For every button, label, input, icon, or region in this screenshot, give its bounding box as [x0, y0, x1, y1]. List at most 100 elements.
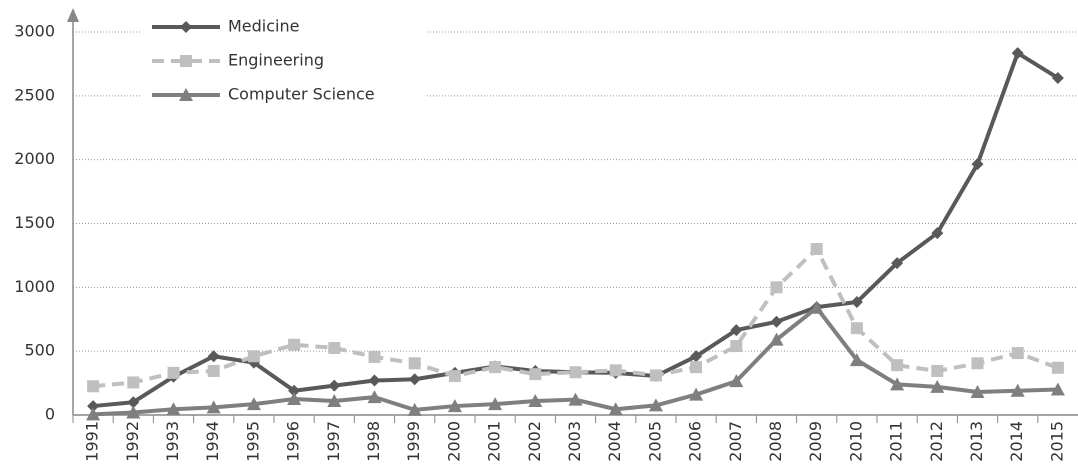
data-point	[890, 377, 905, 391]
data-point	[971, 158, 984, 171]
y-tick-label: 1000	[14, 277, 55, 296]
y-tick-label: 2000	[14, 149, 55, 168]
data-point	[730, 340, 743, 353]
x-tick-label: 2007	[726, 421, 745, 462]
data-point	[368, 350, 381, 363]
data-point	[931, 364, 944, 377]
grid	[73, 31, 1078, 352]
data-point	[87, 400, 100, 413]
x-tick-label: 2002	[525, 421, 544, 462]
data-point	[367, 390, 382, 404]
data-point	[729, 374, 744, 388]
data-point	[288, 338, 301, 351]
x-tick-label: 1994	[203, 421, 222, 462]
data-point	[930, 379, 945, 393]
data-point	[1011, 347, 1024, 360]
data-point	[891, 359, 904, 372]
x-tick-label: 1993	[163, 421, 182, 462]
data-point	[1051, 361, 1064, 374]
data-point	[127, 376, 140, 389]
data-point	[770, 281, 783, 294]
data-point	[287, 392, 302, 406]
x-tick-label: 2005	[645, 421, 664, 462]
data-point	[849, 353, 864, 367]
data-point	[850, 322, 863, 335]
data-point	[529, 368, 542, 381]
data-point	[648, 398, 663, 412]
data-point	[207, 350, 220, 363]
data-point	[247, 350, 260, 363]
data-point	[608, 402, 623, 416]
x-tick-label: 1999	[404, 421, 423, 462]
data-point	[127, 396, 140, 409]
data-point	[690, 361, 703, 374]
data-point	[87, 380, 100, 393]
data-point	[769, 332, 784, 346]
data-point	[809, 300, 824, 314]
series-line	[92, 247, 1059, 389]
data-point	[407, 402, 422, 416]
data-point	[971, 357, 984, 370]
legend-label: Computer Science	[228, 85, 375, 104]
x-tick-label: 2015	[1047, 421, 1066, 462]
data-point	[931, 227, 944, 240]
data-point	[1051, 71, 1064, 84]
data-point	[569, 366, 582, 379]
y-tick-label: 500	[24, 341, 55, 360]
data-point	[368, 374, 381, 387]
x-tick-label: 1995	[243, 421, 262, 462]
legend-marker	[180, 21, 192, 33]
data-point	[207, 364, 220, 377]
data-point	[206, 400, 221, 414]
x-tick-label: 2000	[444, 421, 463, 462]
data-point	[1050, 382, 1065, 396]
data-point	[448, 370, 461, 383]
y-tick-label: 2500	[14, 85, 55, 104]
x-tick-label: 2011	[887, 421, 906, 462]
x-tick-label: 2014	[1007, 421, 1026, 462]
data-point	[86, 407, 101, 421]
data-point	[528, 393, 543, 407]
data-point	[689, 387, 704, 401]
data-point	[126, 405, 141, 419]
x-tick-label: 1996	[284, 421, 303, 462]
data-point	[1011, 47, 1024, 60]
x-tick-label: 2010	[846, 421, 865, 462]
data-point	[167, 366, 180, 379]
data-point	[488, 397, 503, 411]
x-tick-label: 2006	[686, 421, 705, 462]
y-tick-label: 1500	[14, 213, 55, 232]
data-point	[408, 373, 421, 386]
data-point	[690, 350, 703, 363]
data-point	[970, 385, 985, 399]
x-tick-label: 1992	[123, 421, 142, 462]
x-tick-label: 1997	[324, 421, 343, 462]
data-point	[850, 296, 863, 309]
y-axis-arrow	[67, 8, 79, 22]
data-point	[447, 399, 462, 413]
x-tick-label: 2008	[766, 421, 785, 462]
x-tick-label: 2013	[967, 421, 986, 462]
data-point	[730, 324, 743, 337]
y-tick-label: 3000	[14, 22, 55, 41]
data-point	[1010, 383, 1025, 397]
y-tick-label: 0	[45, 405, 55, 424]
data-point	[328, 379, 341, 392]
data-point	[328, 341, 341, 354]
x-tick-label: 2012	[927, 421, 946, 462]
data-point	[609, 364, 622, 377]
data-point	[327, 393, 342, 407]
legend-marker	[179, 88, 193, 101]
data-point	[489, 361, 502, 374]
data-point	[891, 257, 904, 270]
legend-marker	[180, 55, 192, 67]
data-point	[810, 243, 823, 256]
x-tick-label: 2004	[605, 421, 624, 462]
data-point	[288, 384, 301, 397]
data-point	[568, 392, 583, 406]
legend-label: Engineering	[228, 51, 324, 70]
data-point	[649, 369, 662, 382]
data-point	[408, 357, 421, 370]
legend-label: Medicine	[228, 17, 299, 36]
